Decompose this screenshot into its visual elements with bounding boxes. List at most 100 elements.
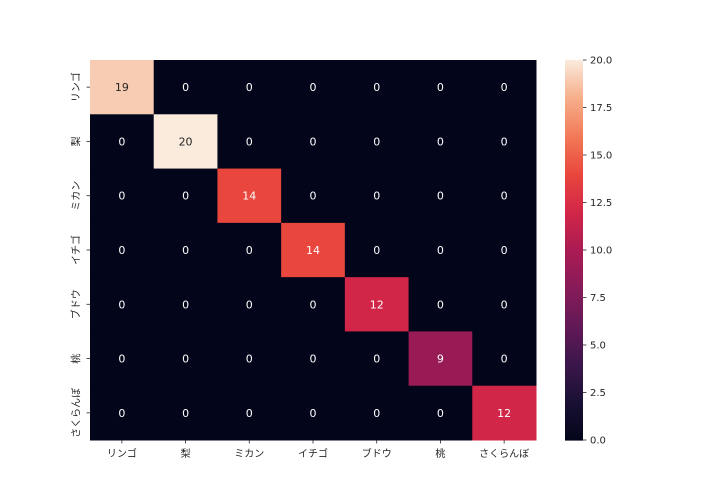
colorbar-tick-label: 10.0 <box>590 246 612 257</box>
colorbar-segment <box>565 270 583 273</box>
colorbar-segment <box>565 404 583 407</box>
colorbar-segment <box>565 202 583 205</box>
x-tick-label: 桃 <box>435 447 445 460</box>
cell-value-label: 0 <box>310 407 317 420</box>
colorbar-segment <box>565 232 583 235</box>
colorbar-segment <box>565 280 583 283</box>
colorbar-segment <box>565 176 583 179</box>
colorbar-segment <box>565 298 583 301</box>
colorbar-segment <box>565 272 583 275</box>
colorbar-segment <box>565 328 583 331</box>
colorbar-segment <box>565 220 583 223</box>
cell-value-label: 0 <box>118 353 125 366</box>
colorbar-segment <box>565 224 583 227</box>
cell-value-label: 19 <box>115 81 129 94</box>
heatmap-cell <box>281 60 346 115</box>
colorbar-segment <box>565 104 583 107</box>
colorbar-segment <box>565 206 583 209</box>
colorbar-segment <box>565 306 583 309</box>
colorbar-segment <box>565 168 583 171</box>
colorbar-segment <box>565 288 583 291</box>
heatmap-cell <box>217 331 282 387</box>
colorbar-segment <box>565 388 583 391</box>
cell-value-label: 0 <box>182 81 189 94</box>
cell-value-label: 0 <box>437 407 444 420</box>
colorbar-segment <box>565 208 583 211</box>
colorbar-segment <box>565 110 583 113</box>
cell-value-label: 0 <box>501 135 508 148</box>
heatmap-cell <box>153 277 218 332</box>
colorbar-segment <box>565 218 583 221</box>
colorbar-segment <box>565 146 583 149</box>
cell-value-label: 0 <box>310 135 317 148</box>
colorbar-segment <box>565 300 583 303</box>
colorbar-segment <box>565 416 583 419</box>
colorbar-segment <box>565 330 583 333</box>
colorbar-segment <box>565 190 583 193</box>
y-tick-label: ミカン <box>71 181 83 211</box>
cell-value-label: 0 <box>437 298 444 311</box>
cell-value-label: 12 <box>497 407 511 420</box>
colorbar-segment <box>565 214 583 217</box>
colorbar-segment <box>565 358 583 361</box>
cell-value-label: 0 <box>501 353 508 366</box>
colorbar-segment <box>565 290 583 293</box>
colorbar-segment <box>565 114 583 117</box>
colorbar-segment <box>565 406 583 409</box>
colorbar-tick-label: 12.5 <box>590 198 612 209</box>
colorbar-segment <box>565 148 583 151</box>
heatmap-cell <box>472 222 537 278</box>
colorbar-segment <box>565 266 583 269</box>
cell-value-label: 0 <box>373 190 380 203</box>
colorbar-segment <box>565 204 583 207</box>
colorbar-segment <box>565 170 583 173</box>
heatmap-cell <box>472 114 537 170</box>
cell-value-label: 0 <box>373 135 380 148</box>
colorbar-segment <box>565 258 583 261</box>
heatmap-cell <box>153 114 218 170</box>
y-tick-label: さくらんぼ <box>71 388 83 438</box>
heatmap-cell <box>90 222 155 278</box>
cell-value-label: 0 <box>118 190 125 203</box>
heatmap-cells: 19 0 0 0 0 0 0 0 20 0 0 0 0 0 0 0 14 0 0 0 0 0 0 0 14 0 0 0 0 0 0 0 12 0 0… <box>90 60 537 441</box>
cell-value-label: 0 <box>501 190 508 203</box>
colorbar-segment <box>565 274 583 277</box>
colorbar-segment <box>565 156 583 159</box>
x-axis-ticks: リンゴ 梨 ミカン イチゴ ブドウ 桃 さくらんぼ <box>107 440 529 460</box>
colorbar-segment <box>565 74 583 77</box>
colorbar-segment <box>565 374 583 377</box>
colorbar-segment <box>565 346 583 349</box>
colorbar-segment <box>565 68 583 71</box>
colorbar-segment <box>565 268 583 271</box>
colorbar-segment <box>565 112 583 115</box>
colorbar-segment <box>565 340 583 343</box>
heatmap-cell <box>281 114 346 170</box>
cell-value-label: 0 <box>501 81 508 94</box>
colorbar-segment <box>565 238 583 241</box>
heatmap-cell <box>344 331 410 387</box>
colorbar-segment <box>565 420 583 423</box>
colorbar-segment <box>565 376 583 379</box>
colorbar-segment <box>565 292 583 295</box>
colorbar-segment <box>565 430 583 433</box>
cell-value-label: 0 <box>437 135 444 148</box>
colorbar-segment <box>565 310 583 313</box>
cell-value-label: 0 <box>182 244 189 257</box>
cell-value-label: 0 <box>373 353 380 366</box>
colorbar-segment <box>565 256 583 259</box>
cell-value-label: 14 <box>306 244 320 257</box>
colorbar-segment <box>565 398 583 401</box>
colorbar-segment <box>565 192 583 195</box>
heatmap-cell <box>217 277 282 332</box>
cell-value-label: 0 <box>118 244 125 257</box>
heatmap-cell <box>90 114 155 170</box>
heatmap-cell <box>217 60 282 115</box>
heatmap-cell <box>217 385 282 441</box>
colorbar-segment <box>565 94 583 97</box>
colorbar-segment <box>565 132 583 135</box>
heatmap-cell <box>408 385 473 441</box>
x-tick-label: イチゴ <box>298 447 328 460</box>
colorbar-segment <box>565 180 583 183</box>
heatmap-cell <box>344 277 410 332</box>
colorbar-segment <box>565 194 583 197</box>
